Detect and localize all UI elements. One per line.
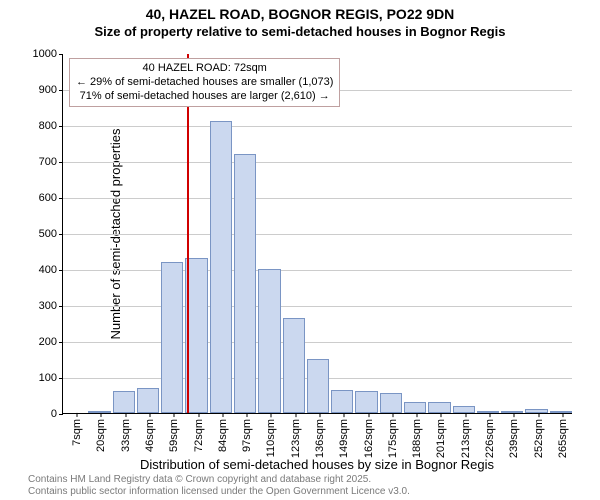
x-tick-label: 149sqm — [338, 413, 350, 458]
x-tick-label: 123sqm — [290, 413, 302, 458]
x-tick-label: 252sqm — [533, 413, 545, 458]
histogram-bar — [234, 154, 256, 413]
x-tick-label: 97sqm — [241, 413, 253, 452]
gridline — [63, 342, 572, 343]
x-tick-label: 239sqm — [508, 413, 520, 458]
y-tick-label: 900 — [39, 84, 63, 96]
y-tick-label: 0 — [51, 408, 63, 420]
y-axis-label-wrap: Number of semi-detached properties — [0, 54, 20, 414]
x-tick-label: 72sqm — [193, 413, 205, 452]
histogram-bar — [283, 318, 305, 413]
x-tick-label: 175sqm — [387, 413, 399, 458]
y-tick-label: 100 — [39, 372, 63, 384]
histogram-bar — [210, 121, 232, 413]
gridline — [63, 234, 572, 235]
footnote-line2: Contains public sector information licen… — [28, 486, 410, 498]
chart-subtitle: Size of property relative to semi-detach… — [0, 24, 600, 39]
y-tick-label: 1000 — [33, 48, 63, 60]
footnote-line1: Contains HM Land Registry data © Crown c… — [28, 474, 410, 486]
histogram-bar — [453, 406, 475, 413]
histogram-bar — [428, 402, 450, 413]
x-tick-label: 46sqm — [144, 413, 156, 452]
histogram-bar — [380, 393, 402, 413]
annotation-line: ← 29% of semi-detached houses are smalle… — [76, 76, 333, 90]
x-axis-label: Distribution of semi-detached houses by … — [62, 457, 572, 472]
x-tick-label: 162sqm — [363, 413, 375, 458]
y-tick-label: 400 — [39, 264, 63, 276]
gridline — [63, 198, 572, 199]
x-tick-label: 110sqm — [265, 413, 277, 457]
annotation-line: 71% of semi-detached houses are larger (… — [76, 90, 333, 104]
gridline — [63, 306, 572, 307]
y-tick-label: 500 — [39, 228, 63, 240]
x-tick-label: 213sqm — [460, 413, 472, 458]
y-tick-label: 600 — [39, 192, 63, 204]
x-tick-label: 33sqm — [120, 413, 132, 452]
chart-plot-area: 010020030040050060070080090010007sqm20sq… — [62, 54, 572, 414]
chart-title-block: 40, HAZEL ROAD, BOGNOR REGIS, PO22 9DN S… — [0, 0, 600, 39]
y-tick-label: 300 — [39, 300, 63, 312]
histogram-bar — [307, 359, 329, 413]
x-tick-label: 188sqm — [411, 413, 423, 458]
histogram-bar — [331, 390, 353, 413]
x-tick-label: 136sqm — [314, 413, 326, 458]
reference-line — [187, 54, 189, 413]
annotation-box: 40 HAZEL ROAD: 72sqm← 29% of semi-detach… — [69, 58, 340, 107]
x-tick-label: 265sqm — [557, 413, 569, 458]
x-tick-label: 226sqm — [484, 413, 496, 458]
x-tick-label: 59sqm — [168, 413, 180, 452]
chart-title: 40, HAZEL ROAD, BOGNOR REGIS, PO22 9DN — [0, 6, 600, 22]
x-tick-label: 20sqm — [95, 413, 107, 452]
histogram-bar — [137, 388, 159, 413]
x-tick-label: 84sqm — [217, 413, 229, 452]
histogram-bar — [404, 402, 426, 413]
gridline — [63, 162, 572, 163]
histogram-bar — [355, 391, 377, 413]
histogram-bar — [258, 269, 280, 413]
histogram-bar — [161, 262, 183, 413]
annotation-line: 40 HAZEL ROAD: 72sqm — [76, 62, 333, 76]
x-tick-label: 201sqm — [435, 413, 447, 458]
x-tick-label: 7sqm — [71, 413, 83, 446]
footnote: Contains HM Land Registry data © Crown c… — [28, 474, 410, 498]
gridline — [63, 126, 572, 127]
y-tick-label: 700 — [39, 156, 63, 168]
histogram-bar — [113, 391, 135, 413]
y-tick-label: 200 — [39, 336, 63, 348]
y-tick-label: 800 — [39, 120, 63, 132]
gridline — [63, 270, 572, 271]
